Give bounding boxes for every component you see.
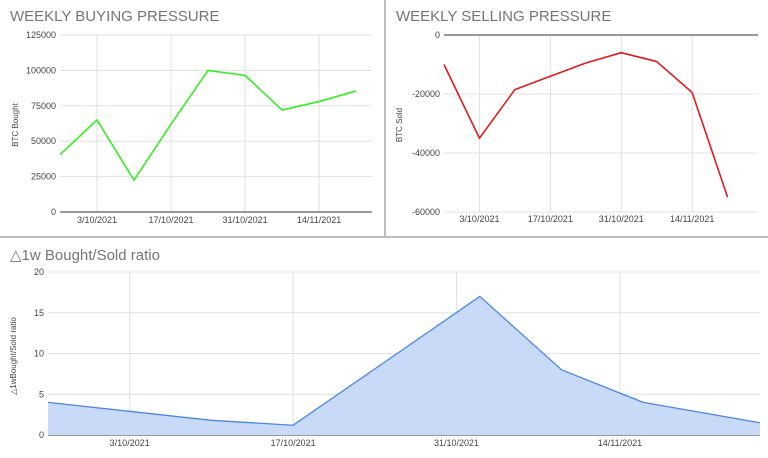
x-tick-label: 17/10/2021 [271,438,316,448]
y-tick-label: -40000 [412,148,440,158]
series-line [59,69,357,181]
y-tick-label: 50000 [31,136,56,146]
x-tick-label: 14/11/2021 [598,438,642,448]
y-tick-label: 5 [39,389,44,399]
buying-chart-title: WEEKLY BUYING PRESSURE [10,8,220,25]
x-tick-label: 14/11/2021 [670,214,714,224]
x-tick-label: 3/10/2021 [459,214,499,224]
x-tick-label: 31/10/2021 [223,215,268,225]
y-tick-label: 75000 [31,101,56,111]
y-tick-label: 20 [34,267,44,277]
series-line [443,51,729,198]
y-tick-label: 0 [39,430,44,440]
y-tick-label: 15 [34,308,44,318]
buying-pressure-chart: 0 25000 50000 75000 100000 125000 3/10/2021 17/… [11,30,372,225]
x-tick-label: 3/10/2021 [110,438,150,448]
y-axis-label: BTC Sold [395,108,404,142]
y-tick-label: -20000 [412,89,440,99]
x-tick-label: 17/10/2021 [528,214,573,224]
ratio-chart-title: △1w Bought/Sold ratio [10,247,160,264]
y-axis-label: △1wBought/Sold ratio [9,317,18,395]
x-tick-label: 14/11/2021 [297,215,341,225]
vertical-divider [384,0,386,236]
buying-pressure-panel: WEEKLY BUYING PRESSURE 0 25000 50000 75000 1… [0,0,384,236]
series-area-fill [48,296,760,435]
ratio-panel: △1w Bought/Sold ratio 0 5 10 15 20 3/10/2021 1… [0,238,768,458]
horizontal-divider [0,236,768,238]
y-tick-label: -60000 [412,207,440,217]
x-tick-label: 31/10/2021 [599,214,644,224]
y-tick-label: 25000 [31,172,56,182]
y-axis-label: BTC Bought [11,102,20,146]
x-tick-label: 17/10/2021 [149,215,194,225]
y-tick-label: 0 [435,30,440,40]
y-tick-label: 125000 [26,30,56,40]
x-tick-label: 31/10/2021 [434,438,479,448]
y-tick-label: 0 [51,207,56,217]
y-tick-label: 100000 [26,65,56,75]
selling-pressure-panel: WEEKLY SELLING PRESSURE -60000 -40000 -200… [386,0,768,236]
selling-chart-title: WEEKLY SELLING PRESSURE [396,8,612,25]
y-tick-label: 10 [34,349,44,359]
ratio-chart: 0 5 10 15 20 3/10/2021 17/10/2021 31/10/2021 14/… [9,267,761,448]
x-tick-label: 3/10/2021 [77,215,117,225]
selling-pressure-chart: -60000 -40000 -20000 0 3/10/2021 17/10/2021 31… [395,30,758,224]
